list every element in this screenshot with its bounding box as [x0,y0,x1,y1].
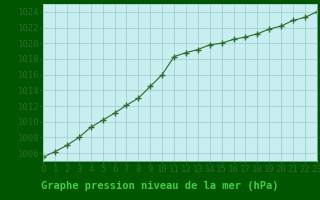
Text: Graphe pression niveau de la mer (hPa): Graphe pression niveau de la mer (hPa) [41,181,279,191]
